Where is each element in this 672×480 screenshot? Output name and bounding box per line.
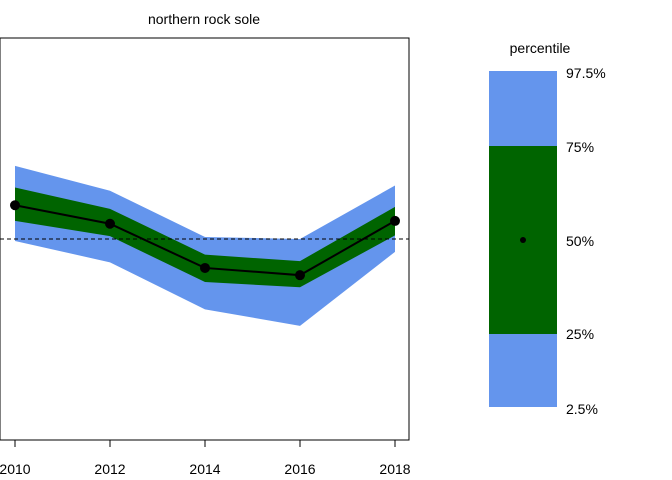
legend-label: 75% — [566, 139, 594, 155]
legend-label: 50% — [566, 233, 594, 249]
plot-area — [0, 37, 410, 441]
band-25-75 — [15, 187, 395, 288]
median-point — [295, 270, 305, 281]
median-point — [390, 215, 400, 226]
x-tick-label: 2018 — [379, 461, 410, 477]
legend-label: 97.5% — [566, 65, 606, 81]
median-point — [105, 218, 115, 229]
x-tick-label: 2016 — [284, 461, 315, 477]
median-point — [10, 200, 20, 211]
legend: percentile 97.5% 75% 50% 25% 2.5% — [489, 40, 606, 417]
legend-label: 2.5% — [566, 401, 598, 417]
x-tick-label: 2014 — [189, 461, 220, 477]
median-point — [200, 262, 210, 273]
x-axis: 2010 2012 2014 2016 2018 — [0, 439, 411, 477]
x-tick-label: 2012 — [94, 461, 125, 477]
legend-title: percentile — [510, 40, 571, 56]
median-points — [10, 200, 400, 281]
chart-title: northern rock sole — [148, 11, 260, 27]
legend-median-point — [520, 237, 526, 243]
x-tick-label: 2010 — [0, 461, 31, 477]
legend-label: 25% — [566, 326, 594, 342]
